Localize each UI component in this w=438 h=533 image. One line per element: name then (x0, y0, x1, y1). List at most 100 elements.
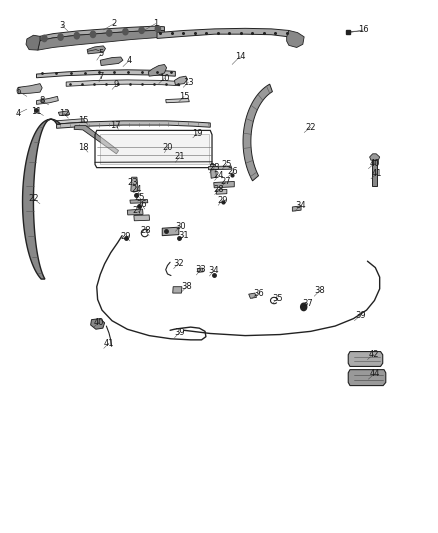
Text: 12: 12 (59, 109, 69, 118)
Polygon shape (56, 119, 85, 124)
Circle shape (123, 28, 128, 35)
Text: 26: 26 (228, 167, 238, 176)
Text: 25: 25 (134, 193, 145, 202)
Text: 22: 22 (28, 194, 39, 203)
Polygon shape (66, 80, 180, 86)
Text: 16: 16 (358, 26, 368, 35)
Text: 28: 28 (214, 185, 224, 194)
Text: 26: 26 (136, 200, 147, 209)
Polygon shape (148, 64, 166, 76)
Text: 4: 4 (127, 56, 132, 64)
Polygon shape (243, 84, 272, 181)
Polygon shape (134, 215, 150, 221)
Text: 37: 37 (302, 299, 313, 308)
Text: 15: 15 (179, 92, 189, 101)
Polygon shape (249, 293, 257, 298)
Text: 19: 19 (192, 129, 202, 138)
Text: 8: 8 (39, 96, 45, 105)
Circle shape (300, 303, 307, 311)
Polygon shape (372, 160, 377, 185)
Text: 38: 38 (181, 282, 192, 291)
Text: 38: 38 (314, 286, 325, 295)
Text: 39: 39 (174, 328, 185, 337)
Circle shape (106, 30, 112, 36)
Polygon shape (131, 177, 138, 192)
Polygon shape (58, 111, 70, 116)
Polygon shape (127, 209, 143, 215)
Text: 18: 18 (78, 143, 89, 152)
Text: 13: 13 (183, 77, 194, 86)
Text: 33: 33 (195, 265, 206, 274)
Text: 11: 11 (31, 107, 42, 116)
Circle shape (42, 35, 47, 42)
Polygon shape (174, 76, 187, 85)
Polygon shape (100, 57, 123, 66)
Polygon shape (197, 268, 203, 272)
Circle shape (58, 34, 63, 41)
Polygon shape (22, 119, 60, 279)
Circle shape (155, 26, 160, 32)
Text: 17: 17 (110, 120, 120, 130)
Polygon shape (292, 206, 301, 211)
Text: 41: 41 (372, 169, 382, 178)
Polygon shape (36, 70, 175, 78)
Text: 29: 29 (217, 196, 228, 205)
Text: 30: 30 (175, 222, 186, 231)
Polygon shape (26, 35, 40, 50)
Circle shape (41, 99, 44, 103)
Text: 23: 23 (127, 178, 138, 187)
Polygon shape (348, 352, 383, 367)
Text: 35: 35 (272, 294, 283, 303)
Text: 9: 9 (114, 80, 119, 89)
Text: 28: 28 (140, 227, 151, 236)
Circle shape (90, 31, 95, 37)
Polygon shape (214, 181, 234, 188)
Text: 36: 36 (253, 288, 264, 297)
Polygon shape (91, 319, 105, 329)
Text: 4: 4 (15, 109, 21, 118)
Polygon shape (157, 28, 289, 38)
Polygon shape (287, 30, 304, 47)
Text: 23: 23 (209, 163, 220, 172)
Polygon shape (130, 199, 148, 203)
Text: 39: 39 (355, 311, 366, 320)
Text: 22: 22 (305, 123, 316, 132)
Polygon shape (166, 99, 189, 103)
Text: 20: 20 (162, 143, 173, 152)
Circle shape (74, 33, 79, 39)
Text: 40: 40 (369, 159, 380, 168)
Text: 24: 24 (214, 171, 224, 180)
Text: 32: 32 (173, 259, 184, 268)
Text: 40: 40 (94, 318, 104, 327)
Text: 29: 29 (120, 232, 131, 241)
Polygon shape (216, 189, 227, 194)
Text: 34: 34 (208, 266, 219, 275)
Text: 10: 10 (159, 74, 170, 83)
Text: 3: 3 (59, 21, 64, 30)
Text: 15: 15 (78, 116, 89, 125)
Text: 42: 42 (368, 350, 379, 359)
Polygon shape (74, 126, 119, 154)
Text: 25: 25 (222, 160, 232, 169)
Text: 31: 31 (179, 231, 189, 240)
Text: 21: 21 (174, 152, 185, 161)
Text: 27: 27 (221, 177, 231, 186)
Polygon shape (38, 30, 164, 50)
Circle shape (139, 27, 144, 34)
Polygon shape (348, 369, 386, 385)
Polygon shape (162, 227, 179, 236)
Text: 44: 44 (369, 369, 380, 378)
Text: 14: 14 (235, 52, 245, 61)
Text: 2: 2 (112, 19, 117, 28)
Polygon shape (87, 46, 106, 54)
Text: 27: 27 (132, 206, 143, 215)
Text: 34: 34 (295, 201, 306, 211)
Polygon shape (36, 96, 58, 104)
Polygon shape (208, 166, 231, 169)
Polygon shape (173, 287, 182, 293)
Polygon shape (210, 165, 216, 178)
Polygon shape (100, 134, 208, 165)
Text: 6: 6 (15, 86, 21, 95)
Polygon shape (40, 26, 164, 41)
Text: 24: 24 (132, 185, 142, 195)
